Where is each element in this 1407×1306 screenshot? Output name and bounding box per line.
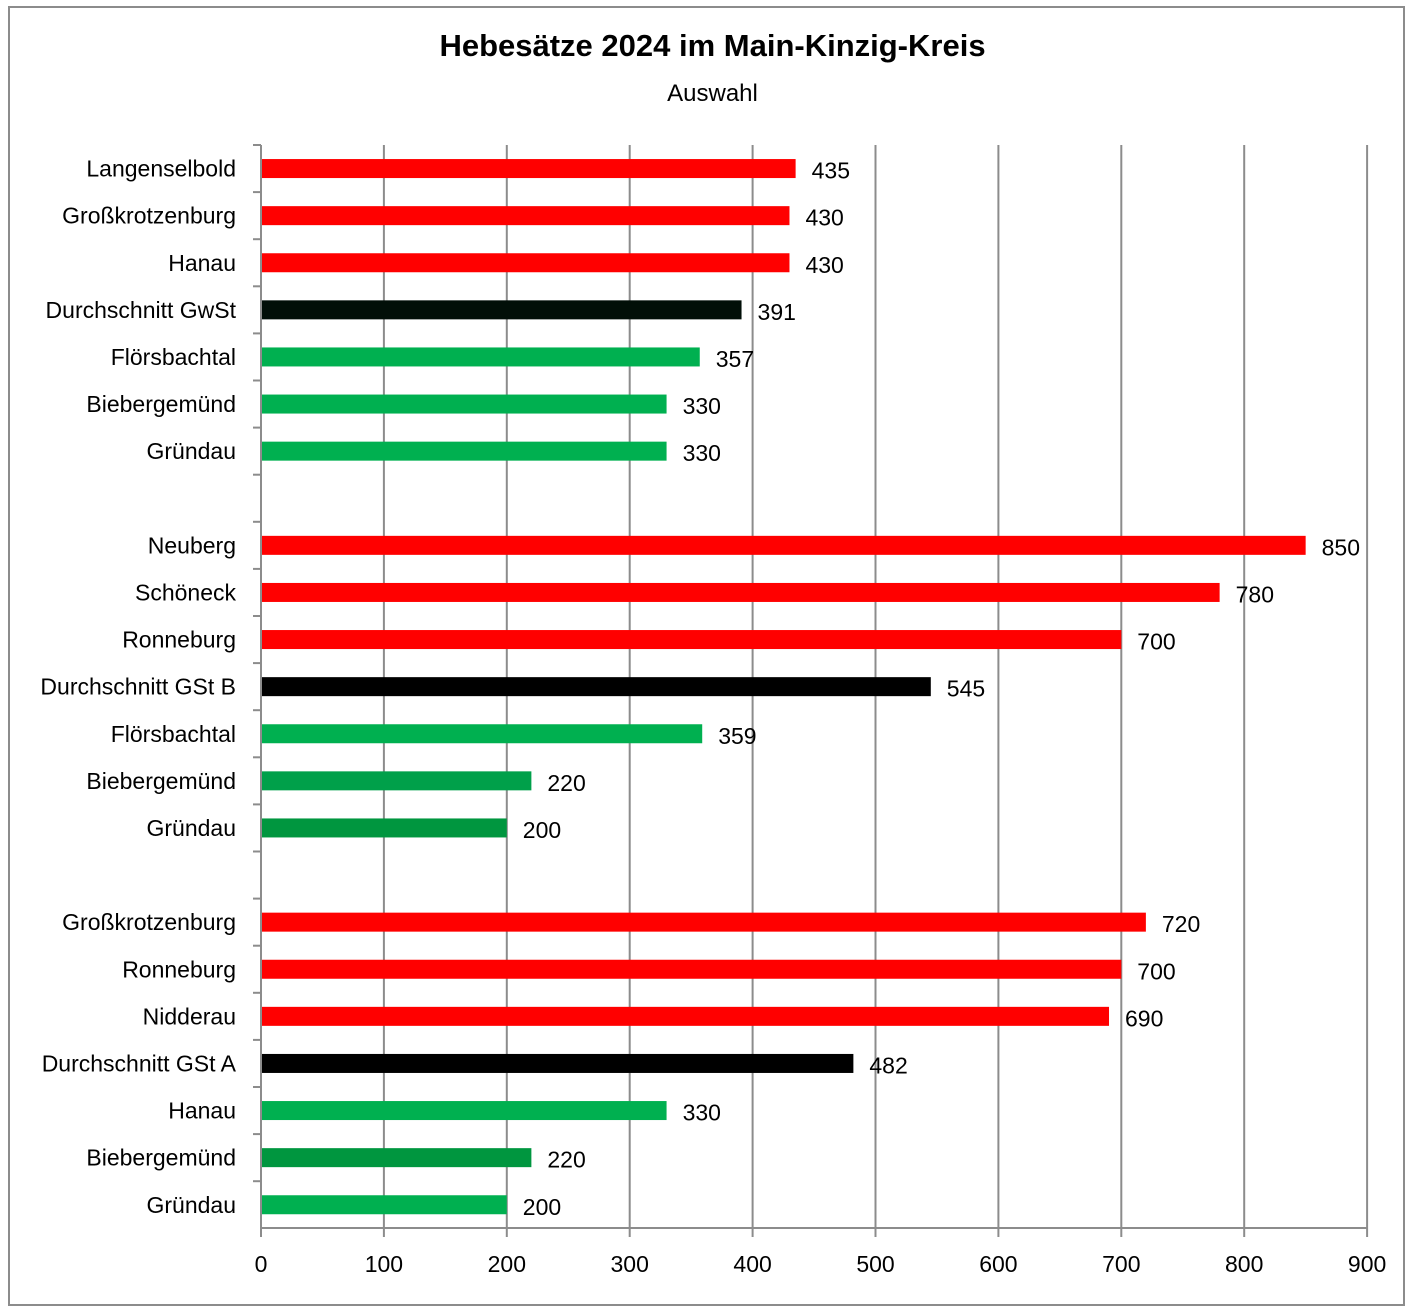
bar-1-2	[262, 206, 790, 226]
category-label: Biebergemünd	[86, 391, 236, 417]
bar-3-7	[262, 1195, 507, 1215]
bar-1-4	[262, 300, 742, 320]
value-label: 330	[683, 1100, 721, 1126]
x-tick-label: 700	[1102, 1251, 1140, 1277]
value-label: 700	[1137, 629, 1175, 655]
x-tick-label: 600	[979, 1251, 1017, 1277]
bar-2-1	[262, 535, 1306, 555]
bar-2-5	[262, 724, 703, 744]
category-label: Gründau	[146, 438, 236, 464]
bar-3-1	[262, 912, 1146, 932]
bars	[262, 159, 1306, 1215]
chart-subtitle: Auswahl	[667, 80, 758, 107]
bar-3-3	[262, 1006, 1110, 1026]
category-label: Biebergemünd	[86, 768, 236, 794]
category-label: Großkrotzenburg	[62, 909, 236, 935]
bar-2-2	[262, 582, 1220, 602]
labels: 0 100 200 300 400 500 600 700 800 900 Langenselbol…	[40, 156, 1386, 1277]
x-tick-label: 0	[255, 1251, 268, 1277]
category-label: Biebergemünd	[86, 1145, 236, 1171]
x-tick-label: 100	[365, 1251, 403, 1277]
bar-1-5	[262, 347, 700, 367]
category-label: Flörsbachtal	[111, 344, 236, 370]
value-label: 357	[716, 346, 754, 372]
value-label: 482	[869, 1052, 907, 1078]
bar-1-6	[262, 394, 667, 414]
bar-2-4	[262, 677, 931, 697]
category-label: Gründau	[146, 815, 236, 841]
value-label: 720	[1162, 911, 1200, 937]
value-label: 220	[547, 770, 585, 796]
x-tick-label: 200	[488, 1251, 526, 1277]
category-label: Langenselbold	[86, 156, 236, 182]
value-label: 435	[812, 158, 850, 184]
value-label: 220	[547, 1147, 585, 1173]
axes	[253, 144, 1369, 1237]
value-label: 780	[1236, 581, 1274, 607]
category-label: Hanau	[168, 250, 236, 276]
value-label: 330	[683, 440, 721, 466]
bar-2-7	[262, 818, 507, 838]
x-tick-label: 800	[1225, 1251, 1263, 1277]
bar-1-1	[262, 159, 796, 179]
bar-2-6	[262, 771, 532, 791]
category-label: Flörsbachtal	[111, 721, 236, 747]
x-tick-label: 900	[1348, 1251, 1386, 1277]
value-label: 850	[1322, 534, 1360, 560]
value-label: 359	[718, 723, 756, 749]
category-label: Durchschnitt GSt A	[42, 1050, 237, 1076]
category-label: Hanau	[168, 1098, 236, 1124]
bar-1-7	[262, 441, 667, 461]
chart-title: Hebesätze 2024 im Main-Kinzig-Kreis	[439, 28, 986, 63]
bar-3-6	[262, 1148, 532, 1168]
bar-1-3	[262, 253, 790, 273]
bar-3-5	[262, 1101, 667, 1121]
category-label: Durchschnitt GwSt	[46, 297, 237, 323]
category-label: Durchschnitt GSt B	[40, 674, 236, 700]
bar-3-2	[262, 959, 1122, 979]
category-label: Ronneburg	[122, 956, 236, 982]
bar-3-4	[262, 1053, 854, 1073]
x-tick-label: 500	[856, 1251, 894, 1277]
bar-2-3	[262, 630, 1122, 650]
value-label: 200	[523, 817, 561, 843]
category-label: Schöneck	[135, 579, 237, 605]
value-label: 430	[805, 205, 843, 231]
category-label: Ronneburg	[122, 627, 236, 653]
value-label: 700	[1137, 958, 1175, 984]
value-label: 330	[683, 393, 721, 419]
value-label: 200	[523, 1194, 561, 1220]
x-tick-label: 400	[733, 1251, 771, 1277]
value-label: 391	[758, 299, 796, 325]
category-label: Neuberg	[148, 532, 236, 558]
x-tick-label: 300	[611, 1251, 649, 1277]
value-label: 545	[947, 676, 985, 702]
value-label: 690	[1125, 1005, 1163, 1031]
value-label: 430	[805, 252, 843, 278]
category-label: Gründau	[146, 1192, 236, 1218]
category-label: Nidderau	[143, 1003, 236, 1029]
category-label: Großkrotzenburg	[62, 203, 236, 229]
